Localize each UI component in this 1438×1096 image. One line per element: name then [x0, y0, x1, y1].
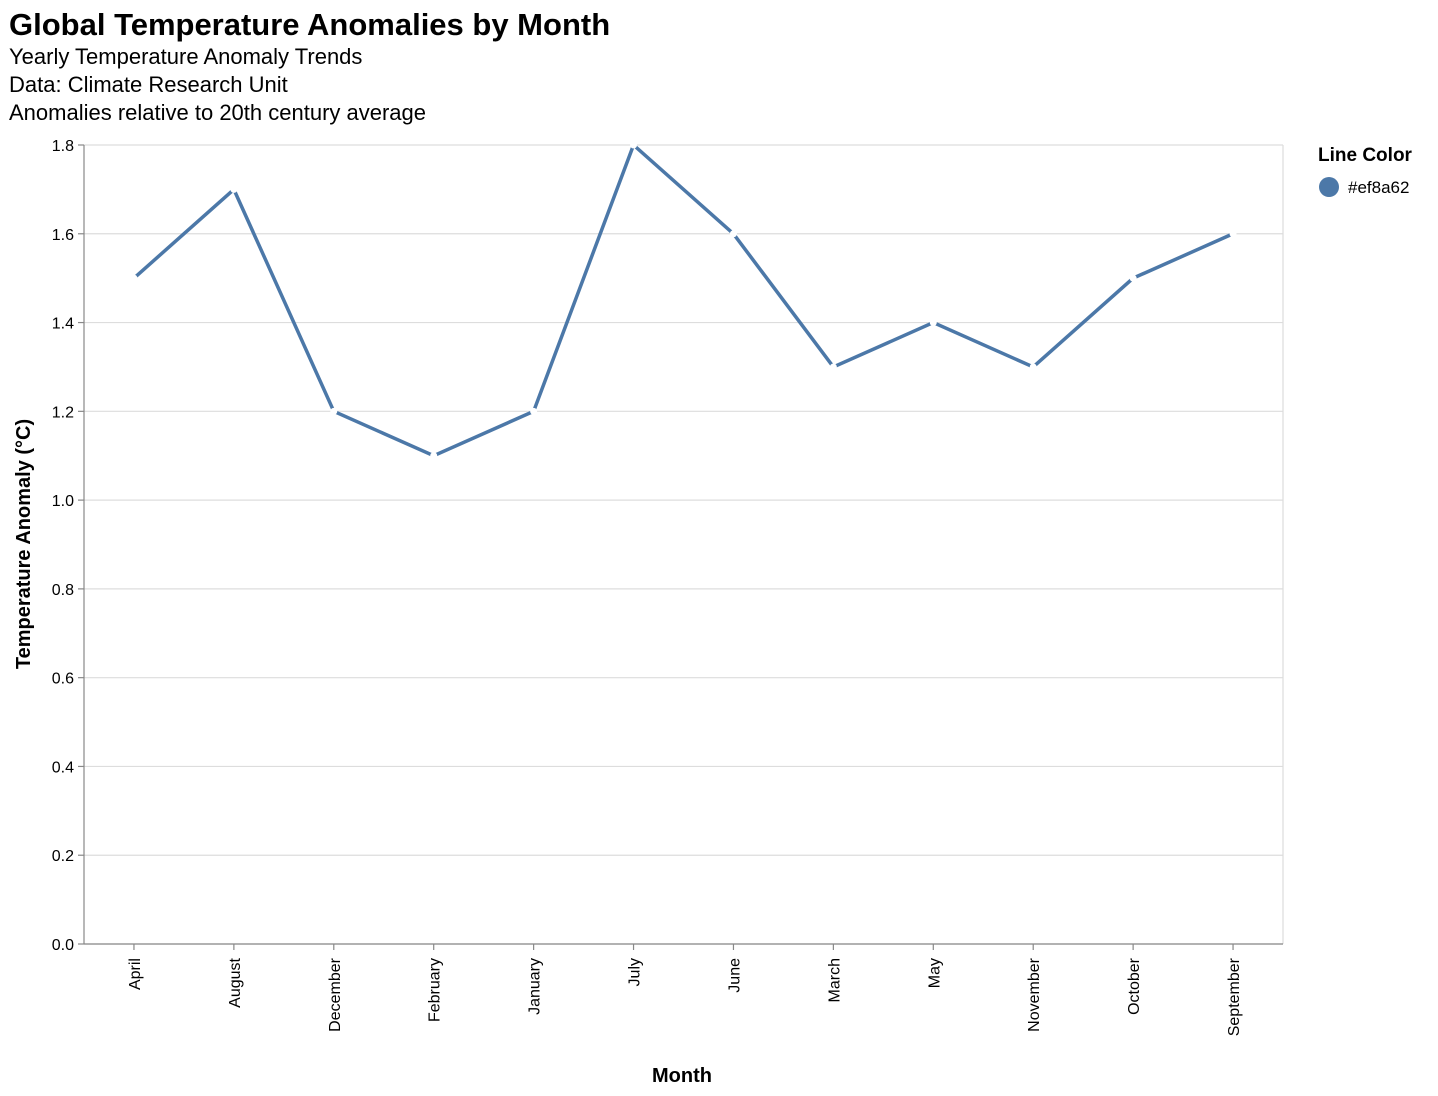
data-point [130, 274, 138, 282]
data-point [729, 230, 737, 238]
x-tick-label: April [127, 958, 144, 990]
data-point [929, 319, 937, 327]
x-axis-title: Month [652, 1065, 712, 1087]
data-point [530, 407, 538, 415]
y-axis-title: Temperature Anomaly (°C) [13, 419, 35, 669]
data-point [1129, 274, 1137, 282]
y-tick-label: 0.6 [52, 671, 74, 688]
data-point [1029, 363, 1037, 371]
y-tick-label: 0.0 [52, 937, 74, 954]
chart-subtitle: Anomalies relative to 20th century avera… [9, 100, 427, 125]
axes: 0.0 0.2 0.4 0.6 0.8 1.0 1.2 1.4 1.6 1.8 April Augus… [52, 138, 1283, 1036]
chart-subtitle: Data: Climate Research Unit [9, 72, 288, 97]
data-point [430, 452, 438, 460]
x-tick-label: August [227, 957, 244, 1007]
data-point [1229, 230, 1237, 238]
x-tick-label: July [627, 958, 644, 986]
data-point [630, 141, 638, 149]
y-tick-label: 1.0 [52, 493, 74, 510]
legend-label: #ef8a62 [1348, 178, 1409, 197]
chart-subtitle: Yearly Temperature Anomaly Trends [9, 44, 363, 69]
x-tick-label: September [1226, 957, 1243, 1036]
x-tick-label: May [926, 958, 943, 988]
y-tick-label: 1.2 [52, 404, 74, 421]
series-line-layer [130, 141, 1237, 460]
y-tick-label: 0.8 [52, 582, 74, 599]
legend: Line Color #ef8a62 [1318, 145, 1413, 197]
x-tick-label: December [327, 957, 344, 1031]
data-point [829, 363, 837, 371]
x-tick-label: October [1126, 957, 1143, 1015]
chart-title: Global Temperature Anomalies by Month [9, 7, 611, 42]
y-tick-label: 1.6 [52, 227, 74, 244]
x-tick-label: February [427, 958, 444, 1022]
y-tick-label: 0.2 [52, 848, 74, 865]
y-tick-label: 1.4 [52, 316, 74, 333]
y-tick-label: 0.4 [52, 759, 74, 776]
x-tick-label: January [527, 958, 544, 1015]
data-point [330, 407, 338, 415]
x-tick-label: November [1026, 957, 1043, 1031]
legend-title: Line Color [1318, 145, 1413, 166]
y-tick-label: 1.8 [52, 138, 74, 155]
x-tick-label: March [826, 958, 843, 1002]
series-line [132, 141, 1234, 458]
data-point [230, 185, 238, 193]
grid-lines [84, 144, 1284, 945]
legend-swatch [1319, 177, 1339, 197]
x-tick-label: June [726, 958, 743, 993]
